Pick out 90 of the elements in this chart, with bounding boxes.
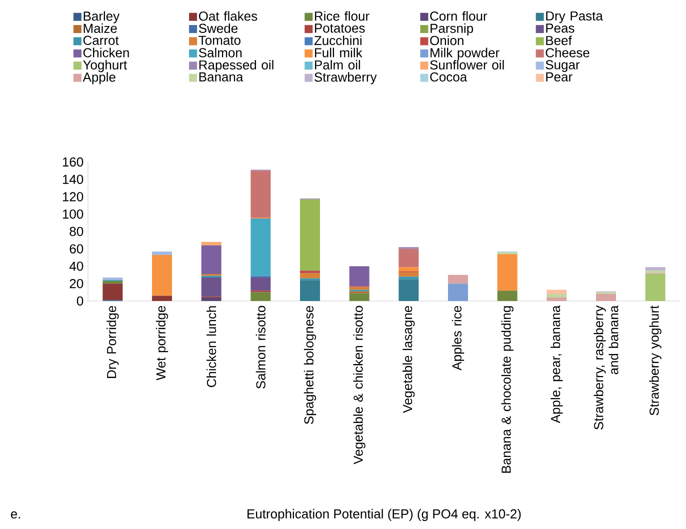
legend-label: Tomato (198, 36, 240, 45)
bar (645, 274, 666, 301)
bar (250, 170, 271, 218)
bar (546, 290, 567, 294)
bar (398, 267, 419, 272)
y-tick-label: 140 (62, 174, 84, 184)
bar (152, 296, 172, 301)
legend-label: Sunflower oil (430, 60, 504, 70)
legend-label: Parsnip (430, 23, 474, 36)
bar (300, 273, 320, 278)
legend-label: Peas (546, 24, 574, 33)
legend-label: Yoghurt (83, 60, 127, 72)
legend-label: Maize (84, 23, 117, 33)
bar (645, 270, 666, 274)
bar (300, 280, 320, 301)
y-tick-label: 60 (70, 244, 84, 254)
legend-label: Onion (430, 36, 464, 46)
bar (300, 199, 320, 271)
y-tick-label: 0 (76, 296, 84, 306)
bar (250, 278, 271, 291)
bar (250, 292, 271, 301)
bar (201, 245, 222, 274)
legend-label: Salmon (198, 48, 242, 58)
bar (349, 293, 370, 301)
bar (152, 254, 172, 296)
x-tick-label: Vegetable & chicken risotto (353, 306, 366, 464)
x-axis-title: Eutrophication Potential (EP) (g PO4 eq. x10-2) (248, 508, 521, 522)
x-tick-label: Salmon risotto (256, 306, 266, 389)
legend-label: Pear (546, 72, 572, 82)
bar (349, 287, 370, 290)
legend-label: Beef (546, 36, 572, 46)
bar (152, 251, 172, 255)
bar (398, 279, 419, 301)
legend-label: Milk powder (430, 48, 500, 60)
x-tick-label: Wet porridge (156, 306, 168, 380)
legend-label: Banana (199, 72, 244, 82)
y-tick-label: 80 (70, 226, 84, 236)
bar (398, 272, 419, 277)
legend-label: Apple (82, 72, 116, 84)
legend-label: Potatoes (315, 24, 365, 33)
bar (546, 294, 567, 298)
bar (497, 254, 518, 291)
legend-label: Zucchini (314, 36, 362, 46)
x-tick-label: Apple, pear, banana (550, 305, 563, 424)
legend-label: Palm oil (315, 60, 360, 70)
y-tick-label: 40 (69, 262, 84, 271)
x-tick-label: Dry Porridge (106, 306, 119, 378)
bar (546, 298, 567, 301)
x-tick-label: Spaghetti bolognese (304, 306, 316, 424)
bar (448, 284, 468, 301)
bar (201, 278, 222, 297)
bar (201, 298, 222, 301)
legend-label: Strawberry (314, 72, 377, 84)
legend-label: Oat flakes (198, 11, 258, 21)
legend-label: Full milk (315, 48, 362, 58)
text: e. (10, 511, 20, 519)
x-tick-label: Chicken lunch (206, 306, 216, 388)
legend-label: Swede (198, 23, 238, 33)
legend-label: Cocoa (430, 72, 468, 82)
bar (102, 281, 123, 284)
legend-label: Rice flour (315, 11, 370, 21)
legend-label: Sugar (546, 60, 580, 72)
y-tick-label: 100 (62, 210, 84, 219)
x-tick-label: Vegetable lasagne (402, 306, 415, 413)
y-tick-label: 20 (70, 279, 84, 288)
bar (398, 276, 419, 280)
legend-label: Dry Pasta (546, 11, 603, 24)
legend-label: Cheese (546, 48, 590, 58)
bar (300, 270, 320, 274)
bar (596, 294, 616, 301)
bar (250, 218, 271, 276)
legend-label: Rapessed oil (199, 60, 274, 72)
bar (398, 248, 419, 268)
x-tick-label: Banana & chocolate pudding (501, 306, 514, 473)
bar (497, 290, 518, 301)
legend-label: Carrot (83, 36, 119, 45)
bar (102, 284, 123, 300)
bar (448, 274, 468, 284)
x-tick-label: Strawberry, raspberry and banana (594, 305, 618, 430)
y-tick-label: 160 (62, 157, 84, 167)
legend-label: Chicken (83, 48, 129, 58)
x-tick-label: Strawberry yoghurt (649, 305, 662, 416)
bar (201, 242, 222, 246)
legend-label: Barley (84, 11, 120, 24)
bar (645, 267, 666, 271)
x-tick-label: Apples rice (452, 306, 464, 370)
y-tick-label: 120 (62, 192, 84, 202)
bar (102, 278, 123, 280)
legend-label: Corn flour (430, 11, 488, 21)
bar (349, 266, 370, 286)
